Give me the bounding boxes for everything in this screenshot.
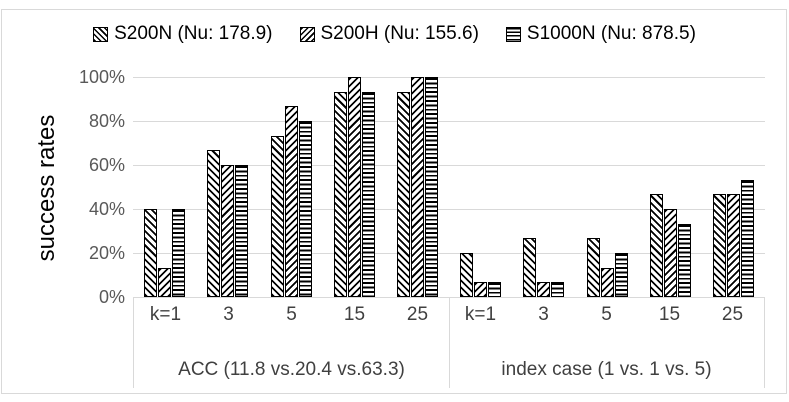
bar <box>361 92 375 297</box>
category-tick-label: 5 <box>601 304 612 325</box>
y-tick-label: 80% <box>88 111 125 131</box>
gridline <box>133 77 765 78</box>
bar <box>537 282 551 297</box>
bar <box>663 209 677 297</box>
bar-cluster-k=1 <box>133 77 196 297</box>
bar <box>677 224 691 297</box>
legend-label: S200N (Nu: 178.9) <box>114 23 273 44</box>
y-tick-label: 100% <box>78 67 125 87</box>
bar-cluster-15 <box>323 77 386 297</box>
y-tick-label: 0% <box>98 287 125 307</box>
bar <box>712 194 726 297</box>
bar <box>235 165 249 297</box>
legend-item: S1000N (Nu: 878.5) <box>505 23 696 45</box>
gridline <box>133 253 765 254</box>
group-divider-line <box>449 298 450 388</box>
bar-cluster-25 <box>386 77 449 297</box>
bar <box>333 92 347 297</box>
gridline <box>133 209 765 210</box>
bar-cluster-5 <box>575 77 638 297</box>
bar <box>410 77 424 297</box>
category-tick-label: 25 <box>721 304 744 325</box>
bar <box>270 136 284 297</box>
bar <box>347 77 361 297</box>
bar-group <box>133 77 449 297</box>
plot-area <box>133 77 765 297</box>
category-tick-label: 25 <box>406 304 429 325</box>
legend-item: S200H (Nu: 155.6) <box>299 23 479 45</box>
bar <box>474 282 488 297</box>
bars-layer <box>133 77 765 297</box>
bar-cluster-5 <box>259 77 322 297</box>
bar <box>424 77 438 297</box>
bar <box>649 194 663 297</box>
bar <box>158 268 172 297</box>
bar <box>298 121 312 297</box>
y-axis-title: success rates <box>33 114 60 262</box>
gridline <box>133 165 765 166</box>
x-axis-area: k=1 3 5 15 25 k=1 3 5 15 25 ACC (11.8 vs.20.4 vs.… <box>133 297 765 388</box>
legend-marker-horizontal-lines-hatch <box>505 26 521 42</box>
bar <box>488 282 502 297</box>
bar <box>600 268 614 297</box>
bar <box>221 165 235 297</box>
legend-label: S200H (Nu: 155.6) <box>320 23 479 44</box>
category-tick-label: 3 <box>538 304 549 325</box>
bar-cluster-25 <box>702 77 765 297</box>
tick-half: k=1 3 5 15 25 <box>449 298 764 334</box>
legend-marker-diagonal-up-hatch <box>299 26 315 42</box>
bar <box>740 180 754 297</box>
group-label: index case (1 vs. 1 vs. 5) <box>501 359 712 380</box>
bar <box>284 106 298 297</box>
category-tick-label: k=1 <box>464 304 497 325</box>
y-tick-label: 60% <box>88 155 125 175</box>
bar <box>396 92 410 297</box>
legend-marker-diagonal-down-hatch <box>93 26 109 42</box>
group-label: ACC (11.8 vs.20.4 vs.63.3) <box>178 359 405 380</box>
bar-cluster-15 <box>639 77 702 297</box>
category-tick-label: 3 <box>223 304 234 325</box>
category-tick-label: 15 <box>343 304 366 325</box>
bar <box>207 150 221 297</box>
group-label-row: ACC (11.8 vs.20.4 vs.63.3) index case (1 … <box>134 334 764 389</box>
bar <box>172 209 186 297</box>
tick-half: k=1 3 5 15 25 <box>134 298 449 334</box>
category-tick-label: k=1 <box>149 304 182 325</box>
legend-item: S200N (Nu: 178.9) <box>93 23 273 45</box>
category-tick-label: 15 <box>658 304 681 325</box>
bar <box>614 253 628 297</box>
y-tick-label: 40% <box>88 199 125 219</box>
category-tick-row: k=1 3 5 15 25 k=1 3 5 15 25 <box>134 298 764 334</box>
bar-cluster-k=1 <box>449 77 512 297</box>
bar <box>586 238 600 297</box>
bar-cluster-3 <box>196 77 259 297</box>
y-tick-label: 20% <box>88 243 125 263</box>
bar <box>523 238 537 297</box>
bar <box>144 209 158 297</box>
bar <box>726 194 740 297</box>
bar <box>551 282 565 297</box>
bar-cluster-3 <box>512 77 575 297</box>
bar <box>460 253 474 297</box>
bar-group <box>449 77 765 297</box>
gridline <box>133 121 765 122</box>
legend: S200N (Nu: 178.9) S200H (Nu: 155.6) S1000N… <box>0 21 789 47</box>
legend-label: S1000N (Nu: 878.5) <box>526 23 696 44</box>
category-tick-label: 5 <box>286 304 297 325</box>
